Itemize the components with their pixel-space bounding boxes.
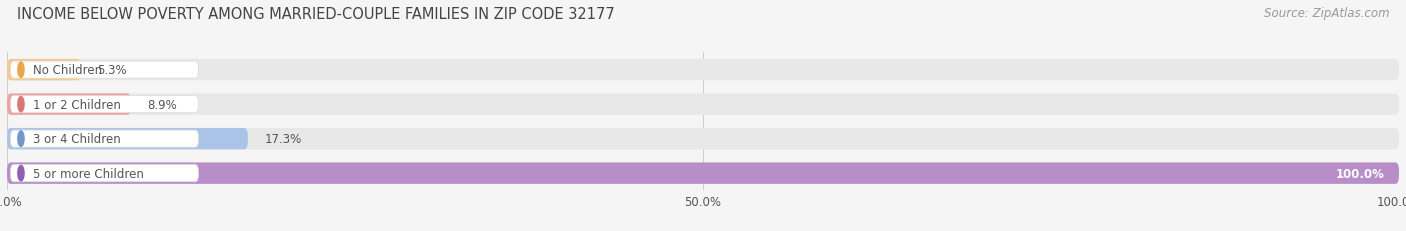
FancyBboxPatch shape (7, 163, 1399, 184)
Circle shape (18, 166, 24, 181)
Text: 8.9%: 8.9% (148, 98, 177, 111)
Text: Source: ZipAtlas.com: Source: ZipAtlas.com (1264, 7, 1389, 20)
Circle shape (18, 63, 24, 78)
Circle shape (18, 97, 24, 112)
FancyBboxPatch shape (10, 62, 198, 79)
FancyBboxPatch shape (7, 60, 1399, 81)
Text: INCOME BELOW POVERTY AMONG MARRIED-COUPLE FAMILIES IN ZIP CODE 32177: INCOME BELOW POVERTY AMONG MARRIED-COUPL… (17, 7, 614, 22)
Text: 100.0%: 100.0% (1336, 167, 1385, 180)
Text: No Children: No Children (34, 64, 103, 77)
FancyBboxPatch shape (7, 163, 1399, 184)
FancyBboxPatch shape (7, 94, 131, 115)
Text: 3 or 4 Children: 3 or 4 Children (34, 133, 121, 146)
Text: 5.3%: 5.3% (97, 64, 127, 77)
Text: 1 or 2 Children: 1 or 2 Children (34, 98, 121, 111)
FancyBboxPatch shape (7, 128, 247, 150)
Text: 17.3%: 17.3% (264, 133, 302, 146)
FancyBboxPatch shape (7, 128, 1399, 150)
FancyBboxPatch shape (10, 165, 198, 182)
Circle shape (18, 131, 24, 147)
FancyBboxPatch shape (7, 60, 80, 81)
FancyBboxPatch shape (10, 96, 198, 113)
FancyBboxPatch shape (7, 94, 1399, 115)
Text: 5 or more Children: 5 or more Children (34, 167, 145, 180)
FancyBboxPatch shape (10, 131, 198, 148)
